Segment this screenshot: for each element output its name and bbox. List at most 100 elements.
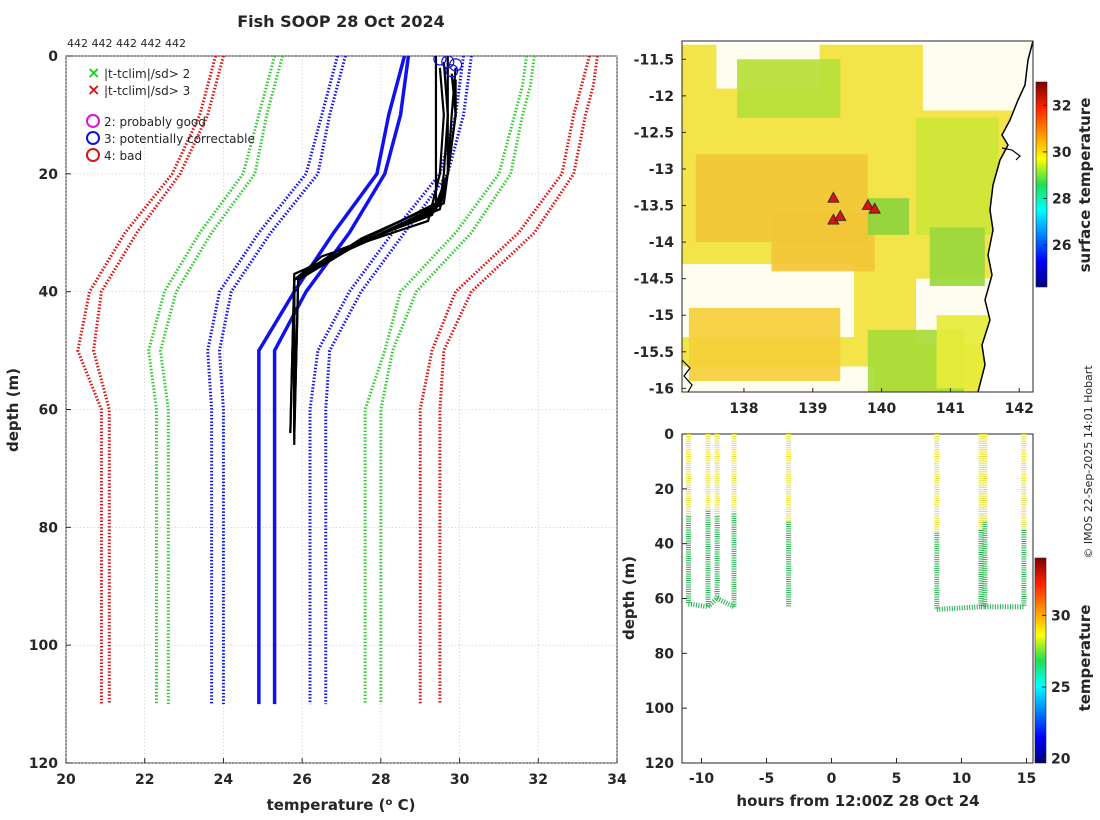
flag-marker [445,64,459,78]
sst-field [682,41,1033,392]
legend-item: × |t-tclim|/sd> 3 [87,80,190,99]
climatology-envelope-line [379,56,536,705]
section-y-tick-label: 120 [645,756,674,772]
section-x-tick-label: 10 [952,771,972,787]
climatology-mean-line [257,56,407,705]
legend-item: 2: probably good [86,114,206,129]
section-x-tick-label: -10 [689,771,715,787]
x-tick-label: 22 [135,772,154,788]
legend-label: 3: potentially correctable [104,132,255,146]
section-x-label: hours from 12:00Z 28 Oct 24 [736,792,979,810]
x-tick-label: 20 [56,772,76,788]
temperature-profile-line [293,67,445,445]
section-y-label: depth (m) [620,556,638,640]
temperature-profile-line [293,79,457,434]
river-mouth [1001,147,1021,161]
coastline [977,40,1034,393]
coastline-west [681,359,693,393]
sst-patch [929,227,985,286]
land-area [978,41,1033,392]
map-x-tick-label: 141 [936,401,965,417]
legend-item: 4: bad [86,148,142,163]
legend-label: |t-tclim|/sd> 3 [104,84,190,98]
climatology-envelope-line [324,56,473,705]
section-colorbar [1034,557,1047,764]
map-x-tick-label: 138 [729,401,758,417]
legend-circle-icon [86,131,100,145]
profile-series [76,56,599,705]
section-casts [686,434,1027,612]
legend-item: × |t-tclim|/sd> 2 [87,63,190,82]
sst-patch [916,117,999,235]
station-markers [827,191,881,225]
profile-plot-area [65,55,618,764]
station-triangle-marker [827,191,840,203]
climatology-envelope-line [147,56,277,705]
section-x-tick-label: -5 [759,771,775,787]
map-y-tick-label: -12.5 [634,125,674,141]
climatology-envelope-line [158,56,284,705]
map-y-tick-label: -14 [649,235,675,251]
map-colorbar-ticks: 26 28 30 32 [1043,98,1072,254]
flag-marker [441,56,455,69]
climatology-envelope-line [363,56,528,705]
section-y-tick-label: 100 [645,701,674,717]
map-y-tick-label: -15.5 [634,345,674,361]
climatology-envelope-line [206,56,340,705]
climatology-envelope-line [418,56,591,705]
y-tick-label: 120 [29,756,58,772]
temperature-profile-line [289,61,449,434]
y-tick-label: 60 [39,403,59,419]
flag-marker [433,56,447,66]
bottom-track-line [716,596,736,609]
legend-cross-icon: × [87,80,100,99]
map-y-tick-label: -16 [649,381,674,397]
profile-ticks: 20 22 24 26 28 30 32 34 0 20 40 60 80 100 120 [29,49,627,788]
x-tick-label: 32 [529,772,548,788]
climatology-envelope-line [217,56,347,705]
map-x-tick-label: 142 [1005,401,1034,417]
section-x-tick-label: 0 [827,771,837,787]
y-tick-label: 100 [29,638,58,654]
sst-patch [922,44,1033,111]
climatology-envelope-line [76,56,218,705]
legend: × |t-tclim|/sd> 2 × |t-tclim|/sd> 3 2: proba… [86,63,255,163]
section-y-tick-label: 80 [655,646,675,662]
y-tick-label: 20 [39,167,59,183]
y-tick-label: 40 [39,285,59,301]
profile-count-label: 442 442 442 442 442 [67,37,186,50]
station-triangle-marker [861,198,875,210]
map-panel: 138 139 140 141 142 -11.5 -12 -12.5 -13 -13.5 -14 -… [634,40,1094,417]
profile-x-label: temperature (o C) [267,796,416,814]
section-y-tick-label: 40 [655,537,675,553]
map-y-tick-label: -12 [649,89,674,105]
legend-cross-icon: × [87,63,100,82]
legend-circle-icon [86,148,100,162]
sst-patch [737,59,841,118]
map-colorbar-label: surface temperature [1076,98,1094,273]
map-colorbar-tick-label: 30 [1052,145,1072,161]
climatology-mean-line [272,56,411,705]
section-plot-area [681,433,1034,764]
bottom-track-line [688,601,709,610]
legend-label: 4: bad [104,149,142,163]
legend-label: |t-tclim|/sd> 2 [104,67,190,81]
map-y-tick-label: -13 [649,162,674,178]
section-colorbar-tick-label: 25 [1051,680,1070,696]
section-panel: -10 -5 0 5 10 15 0 20 40 60 80 100 120 hours from 12… [620,427,1094,810]
sst-patch [771,212,875,272]
chart-title: Fish SOOP 28 Oct 2024 [237,12,445,31]
section-y-tick-label: 60 [655,592,675,608]
climatology-envelope-line [92,56,225,705]
section-colorbar-label: temperature [1076,605,1094,712]
legend-label: 2: probably good [104,115,206,129]
x-tick-label: 24 [214,772,234,788]
section-colorbar-tick-label: 20 [1051,752,1071,768]
section-colorbar-ticks: 20 25 30 [1042,608,1071,768]
section-x-tick-label: 15 [1017,771,1036,787]
map-y-tick-label: -11.5 [634,52,674,68]
section-y-tick-label: 20 [655,482,675,498]
section-colorbar-tick-label: 30 [1051,608,1071,624]
bottom-track-line [706,596,719,609]
